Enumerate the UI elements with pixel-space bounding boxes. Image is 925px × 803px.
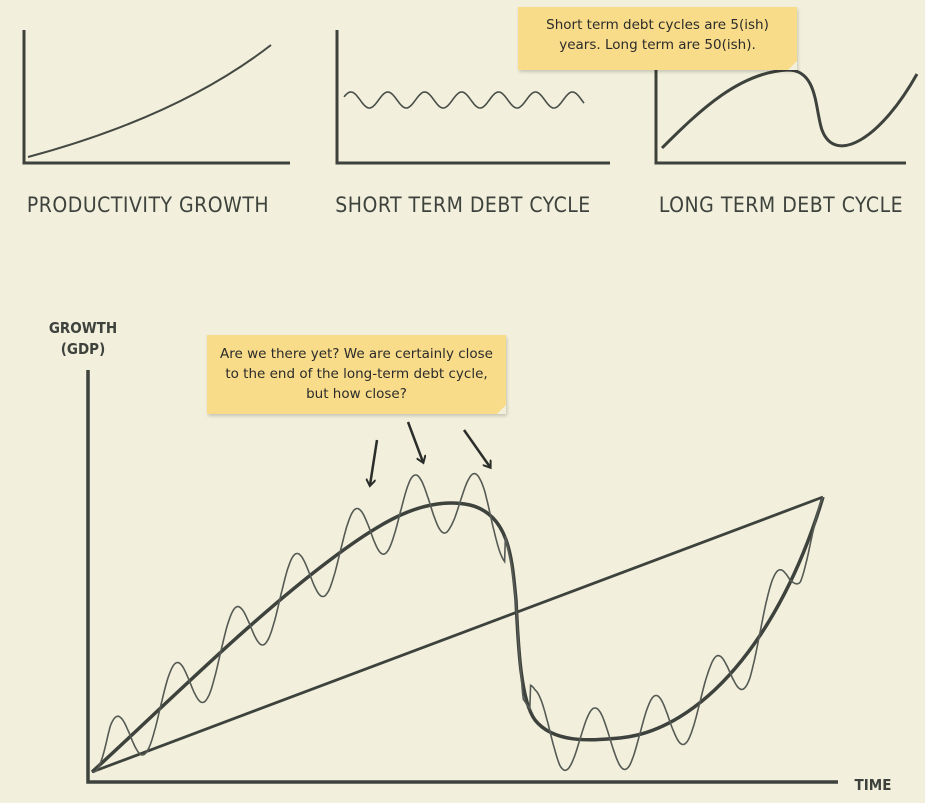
peak-arrow-1 <box>370 439 379 485</box>
note-fold <box>788 61 797 70</box>
note-fold <box>497 405 506 414</box>
peak-arrow-2 <box>406 421 423 462</box>
cycle-length-note-text: Short term debt cycles are 5(ish) years.… <box>546 17 769 53</box>
short-term-cycle-caption: SHORT TERM DEBT CYCLE <box>335 193 590 217</box>
y-axis-label-line1: GROWTH <box>49 319 117 337</box>
productivity-axes <box>22 30 290 165</box>
short-term-cycle-chart: SHORT TERM DEBT CYCLE <box>335 30 610 217</box>
short-term-cycle-curve <box>343 91 585 109</box>
are-we-there-yet-note: Are we there yet? We are certainly close… <box>207 335 506 414</box>
combined-cycle-wave <box>91 472 824 773</box>
short-term-axes <box>335 30 610 165</box>
y-axis-label-line2: (GDP) <box>61 340 106 358</box>
long-term-axes <box>654 68 906 165</box>
long-term-cycle-curve <box>660 68 919 150</box>
long-term-cycle-chart: LONG TERM DEBT CYCLE <box>654 68 919 217</box>
peak-arrow-3 <box>462 429 490 467</box>
main-axes <box>86 370 838 784</box>
productivity-growth-caption: PRODUCTIVITY GROWTH <box>27 193 269 217</box>
long-term-cycle-caption: LONG TERM DEBT CYCLE <box>659 193 903 217</box>
cycle-length-note: Short term debt cycles are 5(ish) years.… <box>518 7 797 70</box>
productivity-trend-line <box>91 495 824 774</box>
productivity-growth-chart: PRODUCTIVITY GROWTH <box>22 30 290 217</box>
productivity-growth-curve <box>27 44 272 158</box>
are-we-there-yet-note-text: Are we there yet? We are certainly close… <box>219 346 493 402</box>
x-axis-label: TIME <box>855 776 892 794</box>
main-growth-chart: GROWTH (GDP) TIME <box>49 319 892 794</box>
